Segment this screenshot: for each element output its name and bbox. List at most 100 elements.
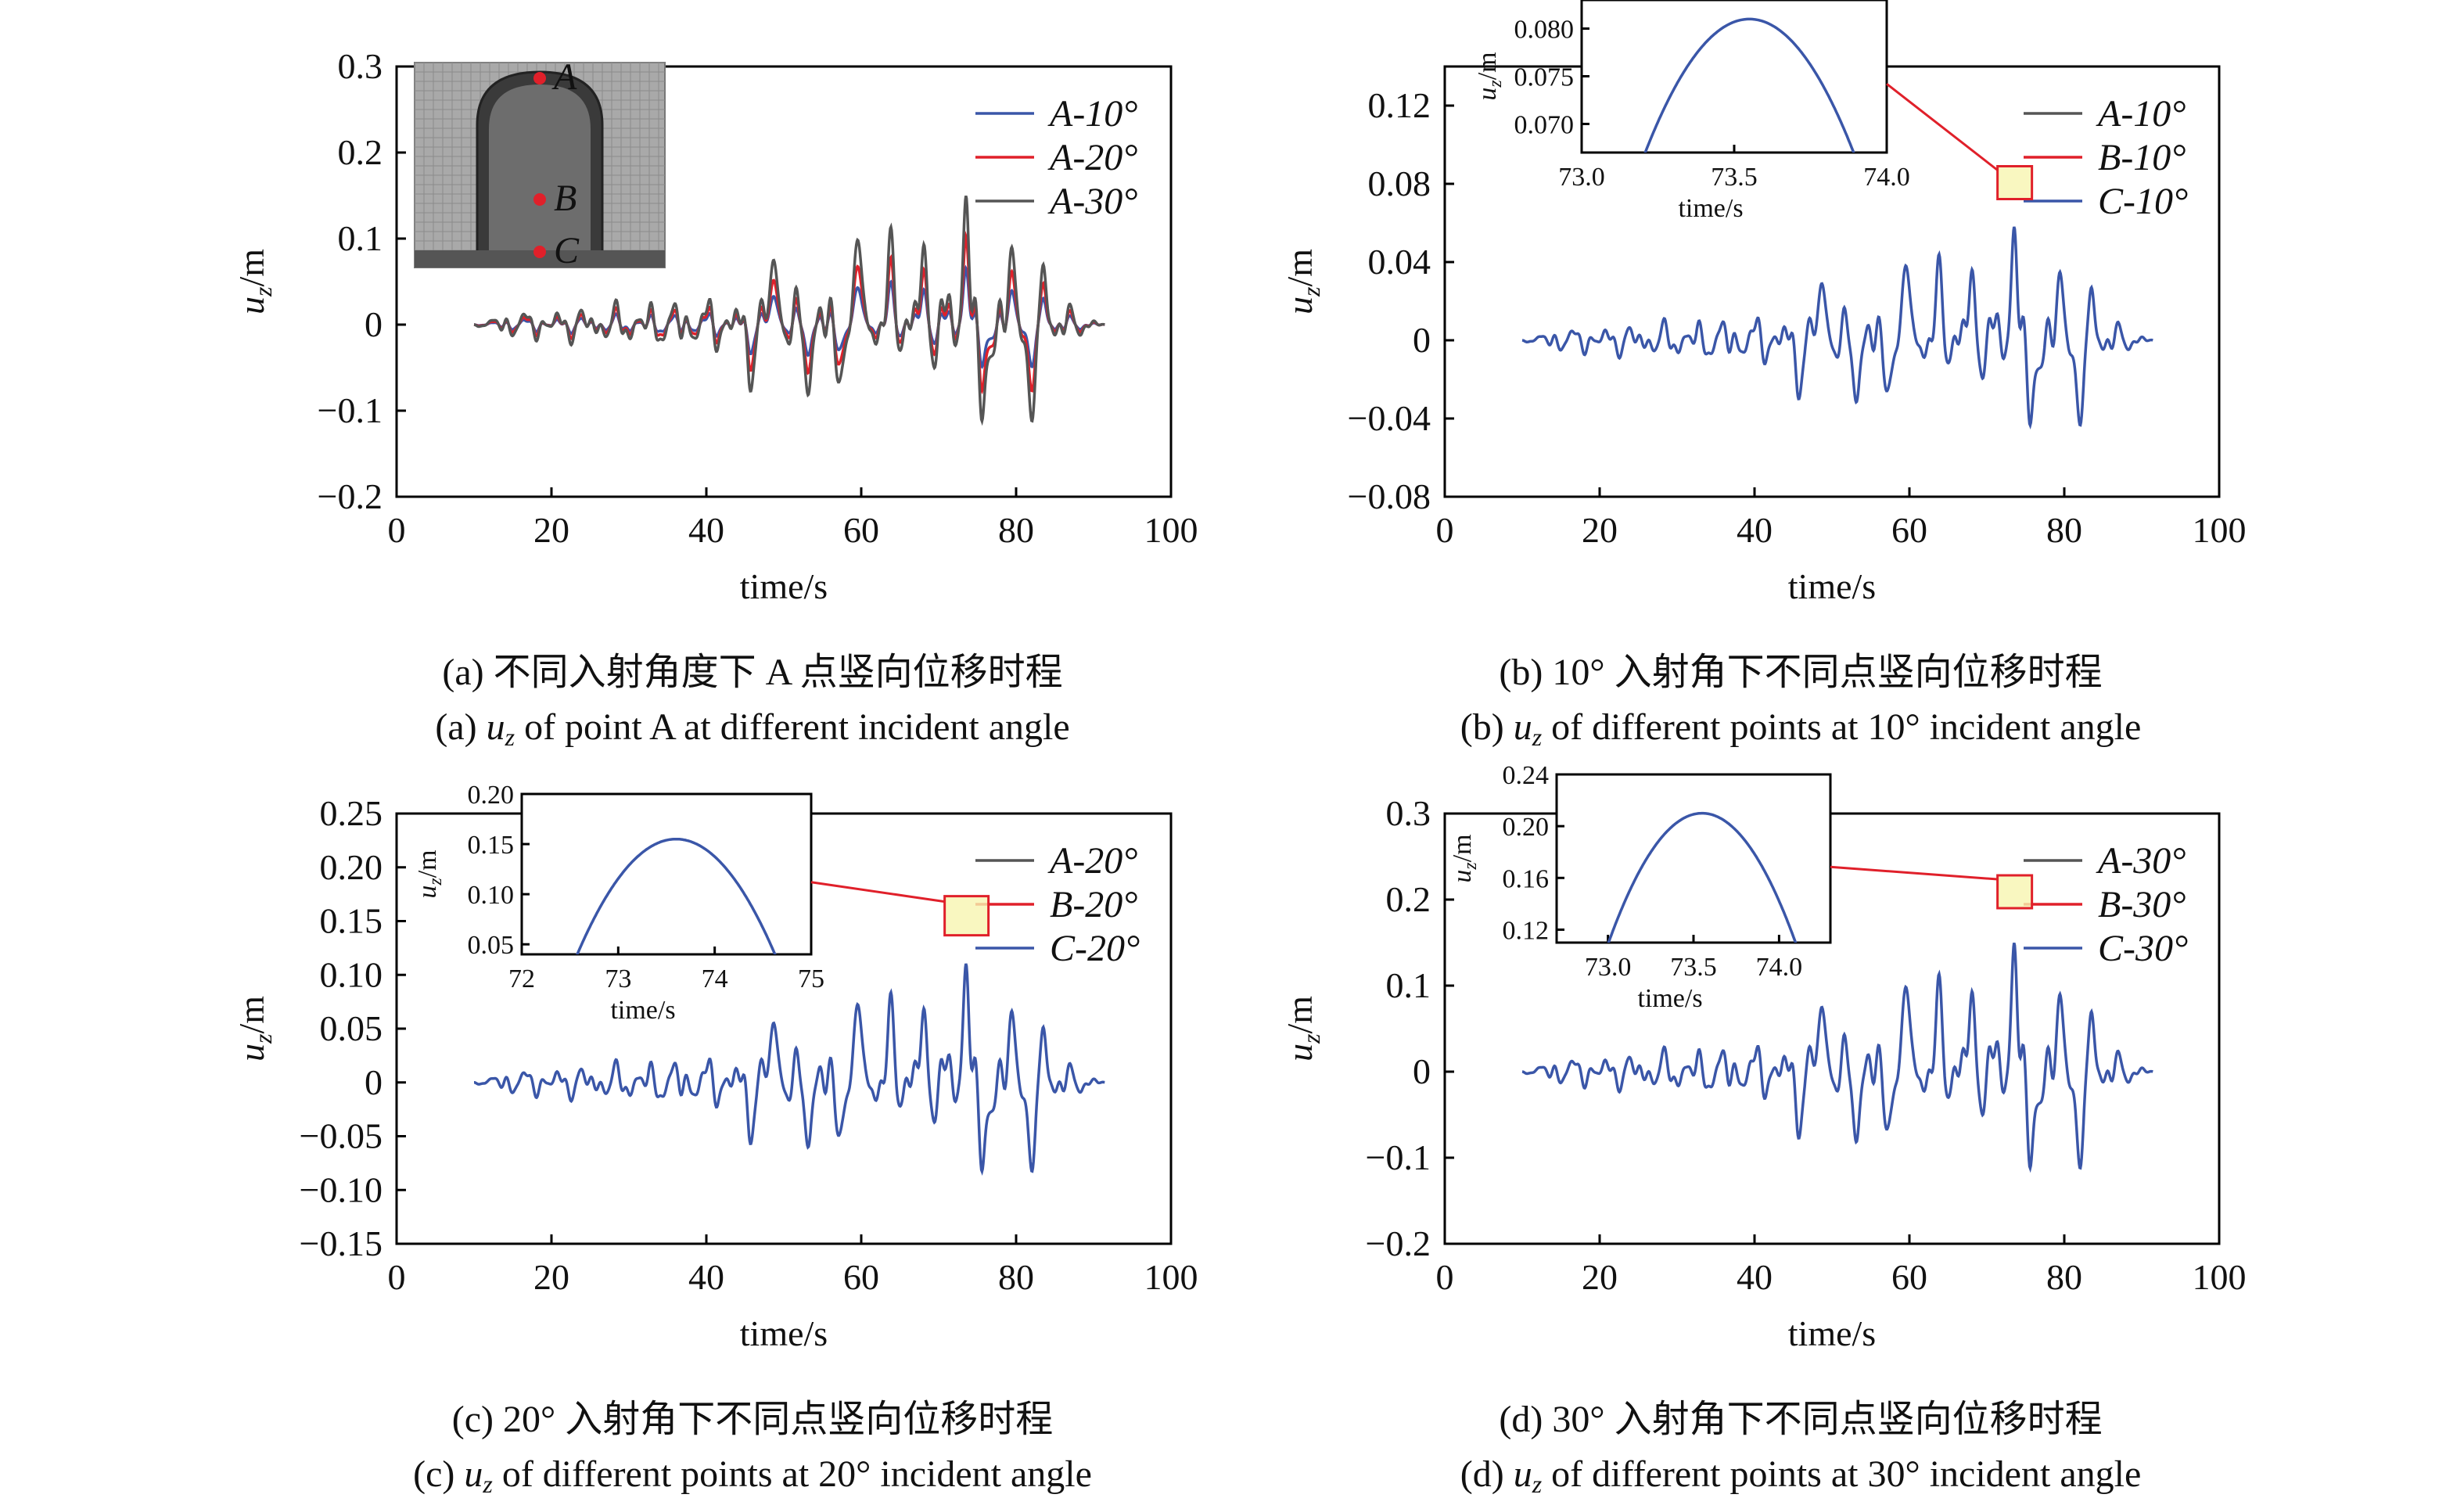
inset-y-tick-label: 0.05 (468, 931, 515, 960)
inset-x-label: time/s (1637, 984, 1702, 1013)
x-tick-label: 80 (998, 1257, 1034, 1297)
point-marker (533, 72, 546, 84)
point-label: B (554, 178, 576, 219)
point-marker (533, 246, 546, 258)
caption-cn: (d) 30° 入射角下不同点竖向位移时程 (1499, 1399, 2102, 1440)
y-tick-label: −0.04 (1348, 398, 1431, 438)
zoom-connector (1830, 865, 1998, 881)
x-tick-label: 100 (2193, 510, 2247, 550)
point-marker (533, 193, 546, 206)
zoom-connector (1886, 83, 1999, 171)
y-tick-label: 0.12 (1368, 85, 1431, 125)
legend-label: A-30° (2096, 840, 2186, 882)
x-tick-label: 100 (2193, 1257, 2247, 1297)
inset-frame (520, 792, 813, 956)
panel-a: 0 20 40 60 80 100 −0.2 −0.1 0 0.1 0.2 0.3 time/s uz/m… (232, 46, 1198, 751)
x-tick-label: 0 (1436, 510, 1454, 550)
inset-x-tick-label: 73.0 (1558, 163, 1605, 192)
y-axis-label: uz/m (1280, 249, 1325, 314)
y-tick-label: −0.10 (300, 1169, 383, 1209)
legend-label: C-30° (2098, 928, 2188, 969)
y-tick-label: −0.1 (1366, 1137, 1431, 1177)
inset-y-tick-label: 0.20 (1503, 813, 1550, 842)
y-axis-label: uz/m (232, 249, 277, 314)
x-tick-label: 0 (388, 1257, 406, 1297)
inset-x-tick-label: 74.0 (1756, 953, 1803, 982)
y-axis-label: uz/m (1280, 996, 1325, 1062)
legend-label: A-30° (1047, 181, 1138, 222)
series-line (1521, 226, 2153, 429)
panel-c: 0 20 40 60 80 100 −0.15 −0.10 −0.05 0 0.05 0.10 0.15… (232, 781, 1198, 1498)
y-tick-label: 0.2 (1386, 879, 1431, 919)
inset-x-tick-label: 74 (702, 965, 728, 993)
y-tick-label: 0.1 (338, 218, 383, 258)
caption-en: (c) uz of different points at 20° incide… (413, 1453, 1092, 1498)
inset-y-tick-label: 0.24 (1503, 761, 1550, 790)
inset-y-tick-label: 0.080 (1514, 16, 1575, 45)
x-tick-label: 0 (1436, 1257, 1454, 1297)
panel-b: 0 20 40 60 80 100 −0.08 −0.04 0 0.04 0.08 0.12 time/… (1280, 0, 2247, 751)
x-tick-label: 80 (998, 510, 1034, 550)
inset-x-tick-label: 74.0 (1863, 163, 1910, 192)
point-label: A (551, 56, 577, 98)
zoom-marker (1996, 874, 2034, 910)
inset-x-tick-label: 73.5 (1711, 163, 1758, 192)
inset-x-tick-label: 72 (508, 965, 535, 993)
y-tick-label: −0.1 (318, 390, 383, 430)
zoom-marker (943, 895, 990, 937)
y-tick-label: −0.15 (300, 1223, 383, 1263)
series-line (474, 963, 1105, 1176)
x-tick-label: 20 (533, 510, 569, 550)
x-axis-label: time/s (740, 1313, 828, 1353)
inset-curve (576, 837, 777, 954)
caption-cn: (a) 不同入射角度下 A 点竖向位移时程 (442, 652, 1062, 693)
inset-x-label: time/s (1678, 194, 1743, 223)
x-axis-label: time/s (740, 566, 828, 606)
y-tick-label: 0.08 (1368, 163, 1431, 203)
inset-frame (1580, 0, 1888, 154)
x-tick-label: 80 (2046, 1257, 2082, 1297)
inset-frame (1555, 773, 1832, 944)
plot-frame (1443, 812, 2221, 1245)
y-tick-label: 0.2 (338, 132, 383, 172)
inset-x-tick-label: 73.5 (1670, 953, 1717, 982)
y-tick-label: 0.25 (320, 793, 383, 833)
x-tick-label: 60 (1891, 1257, 1927, 1297)
legend-label: C-10° (2098, 181, 2188, 222)
inset-c: 72 73 74 75 0.05 0.10 0.15 0.20 time/s uz/m (413, 781, 824, 1025)
inset-y-tick-label: 0.12 (1503, 916, 1550, 945)
containment-interior (489, 84, 591, 252)
x-axis-label: time/s (1788, 1313, 1876, 1353)
panel-d: 0 20 40 60 80 100 −0.2 −0.1 0 0.1 0.2 0.3 time/s uz/m… (1280, 761, 2247, 1498)
x-tick-label: 40 (1737, 510, 1773, 550)
y-tick-label: 0.04 (1368, 242, 1431, 282)
series-line (473, 195, 1105, 426)
foundation (415, 250, 665, 268)
caption-en: (a) uz of point A at different incident … (435, 706, 1069, 751)
y-tick-label: 0.3 (338, 46, 383, 86)
inset-y-label: uz/m (1448, 834, 1481, 882)
y-tick-label: 0 (365, 1062, 383, 1102)
x-tick-label: 60 (1891, 510, 1927, 550)
legend-label: A-10° (1047, 93, 1138, 135)
inset-y-tick-label: 0.075 (1514, 63, 1575, 92)
x-tick-label: 80 (2046, 510, 2082, 550)
caption-cn: (c) 20° 入射角下不同点竖向位移时程 (452, 1399, 1053, 1440)
y-tick-label: 0.10 (320, 954, 383, 994)
inset-y-label: uz/m (413, 850, 446, 898)
point-label: C (554, 230, 580, 271)
inset-b: 73.0 73.5 74.0 0.070 0.075 0.080 time/s uz/m (1473, 0, 1910, 223)
x-tick-label: 40 (688, 1257, 724, 1297)
y-tick-label: 0 (1413, 1051, 1431, 1091)
legend-label: C-20° (1050, 928, 1140, 969)
y-tick-label: 0 (1413, 320, 1431, 360)
series-line (1521, 942, 2153, 1173)
legend-label: B-30° (2098, 884, 2186, 925)
caption-cn: (b) 10° 入射角下不同点竖向位移时程 (1499, 652, 2102, 693)
inset-x-tick-label: 75 (798, 965, 824, 993)
y-axis-label: uz/m (232, 996, 277, 1062)
legend-label: A-20° (1047, 137, 1138, 178)
legend-label: A-20° (1047, 840, 1138, 882)
x-tick-label: 0 (388, 510, 406, 550)
